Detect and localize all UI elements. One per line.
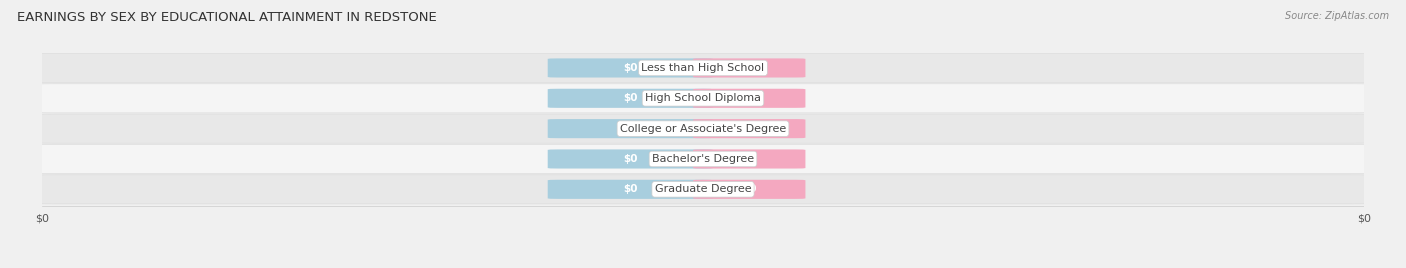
Text: $0: $0 (742, 154, 756, 164)
Text: $0: $0 (623, 63, 637, 73)
Text: $0: $0 (742, 184, 756, 194)
Text: Bachelor's Degree: Bachelor's Degree (652, 154, 754, 164)
FancyBboxPatch shape (30, 175, 1376, 204)
FancyBboxPatch shape (30, 144, 1376, 174)
Text: College or Associate's Degree: College or Associate's Degree (620, 124, 786, 134)
FancyBboxPatch shape (693, 150, 806, 169)
FancyBboxPatch shape (548, 89, 713, 108)
FancyBboxPatch shape (548, 180, 713, 199)
Text: $0: $0 (623, 93, 637, 103)
Text: $0: $0 (623, 154, 637, 164)
FancyBboxPatch shape (693, 58, 806, 77)
FancyBboxPatch shape (693, 89, 806, 108)
FancyBboxPatch shape (693, 119, 806, 138)
Text: $0: $0 (742, 93, 756, 103)
Text: EARNINGS BY SEX BY EDUCATIONAL ATTAINMENT IN REDSTONE: EARNINGS BY SEX BY EDUCATIONAL ATTAINMEN… (17, 11, 437, 24)
Text: $0: $0 (623, 184, 637, 194)
FancyBboxPatch shape (548, 119, 713, 138)
Text: $0: $0 (742, 63, 756, 73)
FancyBboxPatch shape (30, 114, 1376, 143)
FancyBboxPatch shape (693, 180, 806, 199)
Legend: Male, Female: Male, Female (637, 264, 769, 268)
FancyBboxPatch shape (30, 53, 1376, 83)
Text: Graduate Degree: Graduate Degree (655, 184, 751, 194)
Text: $0: $0 (623, 124, 637, 134)
Text: Less than High School: Less than High School (641, 63, 765, 73)
Text: Source: ZipAtlas.com: Source: ZipAtlas.com (1285, 11, 1389, 21)
Text: $0: $0 (742, 124, 756, 134)
FancyBboxPatch shape (548, 58, 713, 77)
FancyBboxPatch shape (548, 150, 713, 169)
Text: High School Diploma: High School Diploma (645, 93, 761, 103)
FancyBboxPatch shape (30, 84, 1376, 113)
